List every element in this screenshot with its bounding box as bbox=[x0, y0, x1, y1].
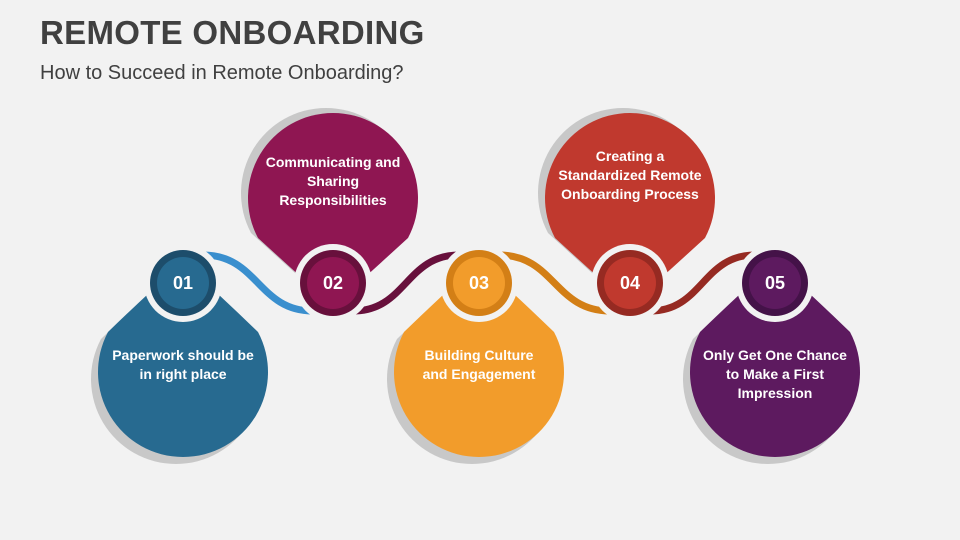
number-badge bbox=[749, 257, 801, 309]
connector-ribbon bbox=[646, 251, 759, 315]
step-01: 01 bbox=[90, 244, 268, 464]
number-badge bbox=[157, 257, 209, 309]
page-subtitle: How to Succeed in Remote Onboarding? bbox=[40, 62, 404, 84]
connector-ribbon bbox=[199, 251, 317, 315]
teardrop-shape bbox=[97, 262, 268, 457]
step-03: 03 bbox=[386, 244, 564, 464]
step-04: 04 bbox=[537, 108, 715, 322]
step-05: 05 bbox=[683, 244, 860, 465]
step-number: 04 bbox=[620, 273, 640, 293]
step-05-text: Only Get One Chance to Make a First Impr… bbox=[703, 347, 847, 401]
step-03-text: Building Culture and Engagement bbox=[422, 347, 536, 382]
teardrop-shape bbox=[393, 262, 564, 457]
connector-ribbon bbox=[495, 251, 614, 315]
teardrop-shape bbox=[544, 113, 715, 306]
page-title: REMOTE ONBOARDING bbox=[40, 14, 425, 51]
number-badge bbox=[307, 257, 359, 309]
connectors bbox=[199, 251, 759, 315]
connector-ribbon bbox=[349, 251, 463, 315]
number-badge bbox=[453, 257, 505, 309]
step-number: 01 bbox=[173, 273, 193, 293]
teardrop-shape bbox=[247, 113, 419, 306]
step-02: 02 bbox=[240, 108, 419, 322]
step-number: 05 bbox=[765, 273, 785, 293]
step-02-text: Communicating and Sharing Responsibiliti… bbox=[265, 154, 401, 208]
step-number: 02 bbox=[323, 273, 343, 293]
teardrop-shape bbox=[690, 262, 860, 458]
step-04-text: Creating a Standardized Remote Onboardin… bbox=[558, 148, 702, 202]
step-number: 03 bbox=[469, 273, 489, 293]
step-01-text: Paperwork should be in right place bbox=[112, 347, 254, 382]
number-badge bbox=[604, 257, 656, 309]
